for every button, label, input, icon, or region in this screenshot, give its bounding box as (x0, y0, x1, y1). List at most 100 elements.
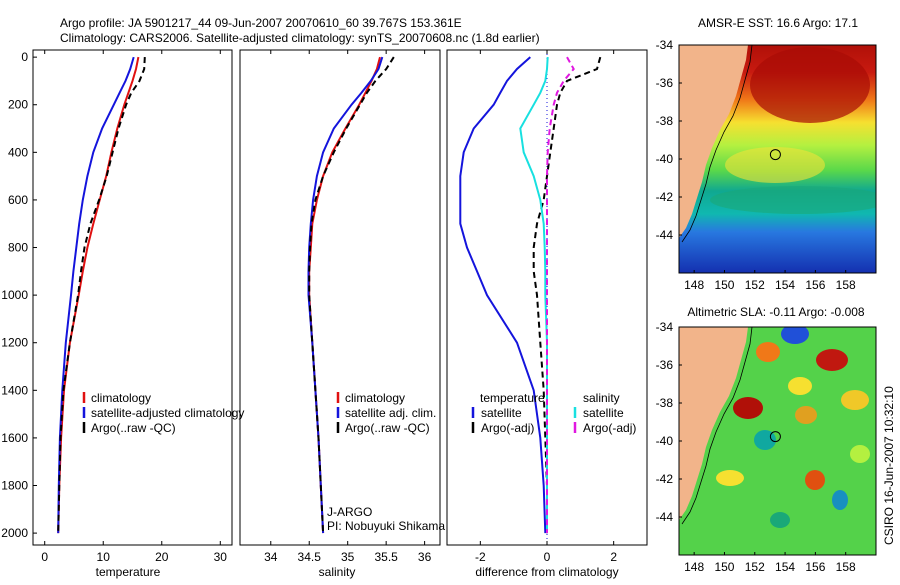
map-y-tick-label: -34 (656, 38, 674, 52)
map-y-tick-label: -42 (656, 190, 674, 204)
y-tick-label: 2000 (1, 526, 28, 540)
warm-core-eddy (750, 47, 870, 123)
temperature-xlabel: temperature (96, 565, 161, 579)
legend-argo-label: Argo(..raw -QC) (91, 421, 176, 435)
salinity-axes (239, 49, 441, 546)
x-tick-label: 35.5 (374, 550, 398, 564)
jargo-annotation: J-ARGO (327, 505, 372, 519)
series-line-satellite-adjusted-climatology (57, 56, 135, 534)
legend-salinity-title: salinity (583, 391, 620, 405)
map-x-tick-label: 150 (714, 560, 734, 574)
map-x-tick-label: 158 (836, 278, 856, 292)
sla-eddy (841, 390, 869, 410)
series-line-salinity-argo-adj- (546, 56, 575, 534)
map-x-tick-label: 154 (775, 560, 795, 574)
sst-map-title: AMSR-E SST: 16.6 Argo: 17.1 (698, 16, 858, 30)
sla-land (679, 327, 748, 520)
sla-map: Altimetric SLA: -0.11 Argo: -0.008 148 15… (656, 305, 877, 574)
map-y-tick-label: -36 (656, 76, 674, 90)
sla-eddy (754, 430, 776, 450)
legend-satellite-label: satellite adj. clim. (345, 406, 436, 420)
legend-climatology-label: climatology (91, 391, 151, 405)
x-tick-label: 0 (41, 550, 48, 564)
x-tick-label: 36 (418, 550, 432, 564)
map-y-tick-label: -38 (656, 396, 674, 410)
map-x-tick-label: 156 (805, 278, 825, 292)
sst-land (679, 45, 748, 238)
series-line-temperature-argo-adj- (532, 56, 602, 534)
argo-float-marker (769, 431, 781, 443)
header-line-2: Climatology: CARS2006. Satellite-adjuste… (60, 31, 540, 45)
sla-eddy (788, 377, 812, 395)
salinity-xlabel: salinity (319, 565, 356, 579)
sst-map: AMSR-E SST: 16.6 Argo: 17.1 148 150 152 154… (656, 16, 877, 292)
temperature-legend: climatology satellite-adjusted climatolo… (82, 391, 244, 435)
sla-eddy (816, 349, 848, 371)
y-tick-label: 1000 (1, 288, 28, 302)
map-y-tick-label: -34 (656, 320, 674, 334)
series-line-argo-raw-qc- (57, 57, 146, 534)
difference-panel: -2 0 2 difference from climatology tempera… (446, 49, 648, 579)
map-x-tick-label: 154 (775, 278, 795, 292)
legend-argo-label: Argo(..raw -QC) (345, 421, 430, 435)
temperature-axes (32, 49, 233, 546)
map-y-tick-label: -44 (656, 228, 674, 242)
y-tick-label: 1800 (1, 479, 28, 493)
header-line-1: Argo profile: JA 5901217_44 09-Jun-2007 … (60, 16, 462, 30)
series-line-argo-raw-qc- (308, 56, 395, 534)
x-tick-label: 34.5 (298, 550, 322, 564)
difference-xlabel: difference from climatology (475, 565, 618, 579)
sla-eddy (850, 445, 870, 463)
difference-legend: temperature satellite Argo(-adj) salinit… (471, 391, 636, 435)
x-tick-label: 35 (341, 550, 355, 564)
map-y-tick-label: -38 (656, 114, 674, 128)
legend-climatology-label: climatology (345, 391, 405, 405)
y-tick-label: 400 (8, 145, 28, 159)
series-line-salinity-satellite (519, 57, 549, 534)
x-tick-label: 10 (97, 550, 111, 564)
y-tick-label: 0 (21, 50, 28, 64)
map-y-tick-label: -44 (656, 510, 674, 524)
x-tick-label: 0 (544, 550, 551, 564)
y-tick-label: 1200 (1, 336, 28, 350)
map-x-tick-label: 152 (745, 278, 765, 292)
y-tick-label: 200 (8, 98, 28, 112)
map-x-tick-label: 148 (684, 278, 704, 292)
map-x-tick-label: 152 (745, 560, 765, 574)
map-y-tick-label: -36 (656, 358, 674, 372)
map-x-tick-label: 148 (684, 560, 704, 574)
map-x-tick-label: 158 (836, 560, 856, 574)
cool-patch (725, 147, 825, 183)
legend-temp-argo-label: Argo(-adj) (481, 421, 534, 435)
sla-eddy (805, 470, 825, 490)
y-tick-label: 1400 (1, 383, 28, 397)
x-tick-label: 30 (214, 550, 228, 564)
map-x-tick-label: 156 (805, 560, 825, 574)
sla-eddy (733, 397, 763, 419)
x-tick-label: 34 (264, 550, 278, 564)
sla-eddy (770, 512, 790, 528)
map-y-tick-label: -40 (656, 434, 674, 448)
map-y-tick-label: -42 (656, 472, 674, 486)
salinity-panel: 34 34.5 35 35.5 36 salinity climatology sate… (239, 49, 445, 579)
legend-temp-satellite-label: satellite (481, 406, 522, 420)
legend-temperature-title: temperature (480, 391, 545, 405)
y-tick-label: 600 (8, 193, 28, 207)
salinity-legend: climatology satellite adj. clim. Argo(..… (336, 391, 436, 435)
map-y-tick-label: -40 (656, 152, 674, 166)
x-tick-label: -2 (475, 550, 486, 564)
csiro-timestamp: CSIRO 16-Jun-2007 10:32:10 (882, 386, 896, 545)
temperature-panel: 0 10 20 30 0 200 400 600 800 1000 1200 1400 1600 1800… (1, 49, 244, 579)
sst-coast-contour (681, 45, 753, 243)
series-line-temperature-satellite (459, 56, 547, 534)
pi-annotation: PI: Nobuyuki Shikama (327, 519, 445, 533)
argo-float-marker (769, 149, 781, 161)
map-x-tick-label: 150 (714, 278, 734, 292)
legend-sal-argo-label: Argo(-adj) (583, 421, 636, 435)
sla-eddy (832, 490, 848, 510)
x-tick-label: 2 (610, 550, 617, 564)
legend-sal-satellite-label: satellite (583, 406, 624, 420)
sla-coast-contour (681, 327, 753, 525)
sla-eddy (756, 342, 780, 362)
